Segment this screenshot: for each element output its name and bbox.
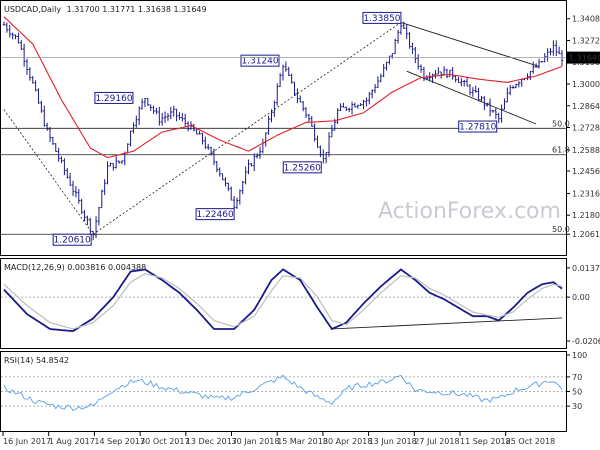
date-tick-label: 27 Jul 2018 xyxy=(414,437,459,446)
date-tick-label: 16 Jun 2017 xyxy=(3,437,51,446)
rsi-tick-label: 30 xyxy=(572,402,582,411)
pivot-label-box xyxy=(362,11,402,24)
price-tick-label: 1.21800 xyxy=(572,211,600,220)
fib-label: 50.0 xyxy=(552,119,570,128)
rsi-tick-label: 50 xyxy=(572,388,582,397)
symbol-label: USDCAD,Daily xyxy=(4,5,61,14)
pivot-label-box xyxy=(240,54,280,67)
date-tick-label: 13 Dec 2017 xyxy=(186,437,237,446)
current-price-box xyxy=(567,51,600,64)
macd-line xyxy=(3,268,563,333)
moving-average xyxy=(3,16,563,159)
pivot-label-box xyxy=(52,233,92,246)
pivot-label: 1.27810 xyxy=(459,123,496,133)
date-tick-label: 30 Oct 2017 xyxy=(140,437,189,446)
ohlc-values: 1.31700 1.31771 1.31638 1.31649 xyxy=(67,5,207,14)
macd-tick-label: -0.020652 xyxy=(572,337,600,346)
price-tick-label: 1.27280 xyxy=(572,124,600,133)
pivot-label-box xyxy=(195,208,235,221)
dotted-trend-line xyxy=(3,109,94,235)
price-tick-label: 1.34080 xyxy=(572,15,600,24)
date-tick-label: 1 Aug 2017 xyxy=(49,437,95,446)
pivot-label: 1.25260 xyxy=(284,163,321,173)
pivot-labels: 1.33850 1.31240 1.29160 1.27810 1.25260 1.224… xyxy=(52,11,498,246)
price-panel-title: USDCAD,Daily 1.31700 1.31771 1.31638 1.3… xyxy=(4,5,207,14)
rsi-line xyxy=(3,374,563,412)
date-tick-label: 15 Mar 2018 xyxy=(277,437,328,446)
macd-title: MACD(12,26,9) 0.003816 0.004388 xyxy=(4,263,146,272)
rsi-tick-label: 100 xyxy=(572,351,587,360)
date-tick-label: 30 Jan 2018 xyxy=(232,437,280,446)
pivot-label: 1.22460 xyxy=(196,210,233,220)
rsi-title: RSI(14) 54.8542 xyxy=(4,356,69,365)
macd-lines xyxy=(3,268,563,333)
date-tick-label: 11 Sep 2018 xyxy=(460,437,511,446)
macd-trend-line xyxy=(331,317,563,330)
signal-line xyxy=(3,273,563,330)
macd-panel xyxy=(0,258,567,349)
date-tick-label: 13 Jun 2018 xyxy=(369,437,417,446)
price-tick-label: 1.24560 xyxy=(572,167,600,176)
fib-label: 61.8 xyxy=(552,146,570,155)
pivot-label-box xyxy=(458,120,498,133)
date-tick-label: 25 Oct 2018 xyxy=(506,437,555,446)
moving-average-line xyxy=(3,16,563,159)
current-price-label: 1.31649 xyxy=(569,54,600,63)
fib-label: 50.0 xyxy=(552,225,570,234)
trend-lines xyxy=(3,21,540,235)
price-tick-label: 1.28640 xyxy=(572,102,600,111)
macd-tick-label: 0.013747 xyxy=(572,264,600,273)
pivot-label: 1.20610 xyxy=(54,236,91,246)
pivot-label-box xyxy=(282,161,322,174)
macd-y-axis: 0.013747 0.00 -0.020652 xyxy=(1,264,600,346)
date-tick-label: 30 Apr 2018 xyxy=(323,437,372,446)
price-tick-label: 1.25880 xyxy=(572,146,600,155)
rsi-line xyxy=(3,374,563,412)
pivot-label: 1.33850 xyxy=(363,14,400,24)
rsi-tick-label: 70 xyxy=(572,373,582,382)
pivot-label: 1.31240 xyxy=(241,57,278,67)
price-y-axis: 1.340801.327201.313601.300001.286401.272… xyxy=(566,15,600,239)
channel-upper-line xyxy=(400,21,540,67)
date-tick-label: 14 Sep 2017 xyxy=(94,437,145,446)
price-tick-label: 1.23160 xyxy=(572,189,600,198)
channel-lower-line xyxy=(406,70,537,125)
current-price-marker: 1.31649 xyxy=(1,51,600,64)
price-candles xyxy=(2,21,564,241)
price-tick-label: 1.32720 xyxy=(572,36,600,45)
watermark: ActionForex.com xyxy=(378,199,561,224)
pivot-label: 1.29160 xyxy=(95,94,132,104)
macd-tick-label: 0.00 xyxy=(572,293,590,302)
rsi-y-axis: 100 70 50 30 xyxy=(1,351,587,411)
price-tick-label: 1.30000 xyxy=(572,80,600,89)
pivot-label-box xyxy=(94,91,134,104)
price-tick-label: 1.20610 xyxy=(572,230,600,239)
